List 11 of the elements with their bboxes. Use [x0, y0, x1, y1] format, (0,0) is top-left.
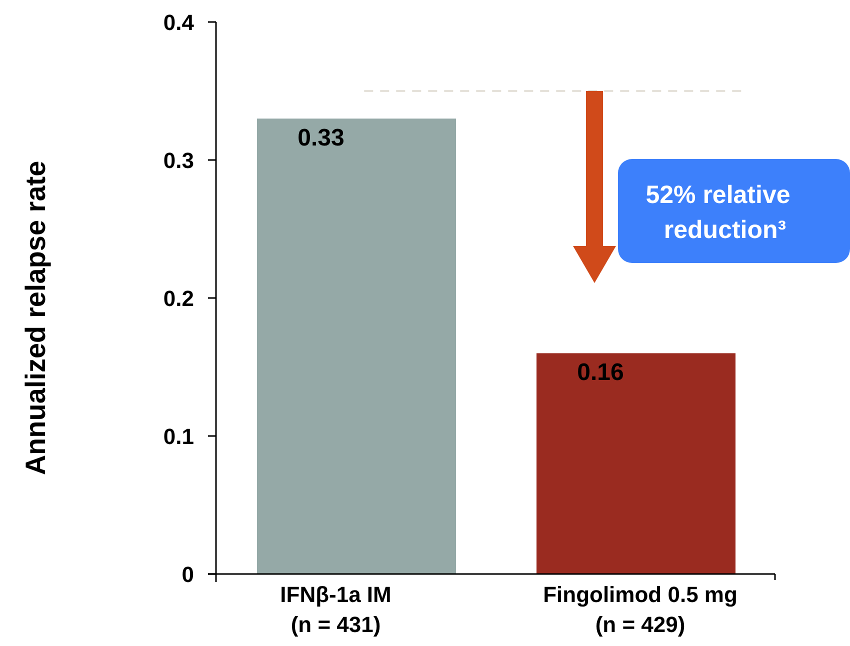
y-axis-title: Annualized relapse rate: [20, 160, 51, 476]
annotation: 52% relative reduction³: [646, 181, 790, 244]
y-tick-label: 0.1: [163, 424, 194, 449]
data-label: 0.16: [577, 359, 624, 386]
y-tick-label: 0.2: [163, 286, 194, 311]
y-tick-label: 0.3: [163, 148, 194, 173]
x-tick-label: Fingolimod 0.5 mg (n = 429): [543, 582, 738, 637]
y-tick-label: 0.4: [163, 10, 195, 35]
y-tick-label: 0: [182, 562, 194, 587]
x-tick-label: IFNβ-1a IM (n = 431): [280, 582, 392, 637]
data-label: 0.33: [298, 124, 344, 152]
